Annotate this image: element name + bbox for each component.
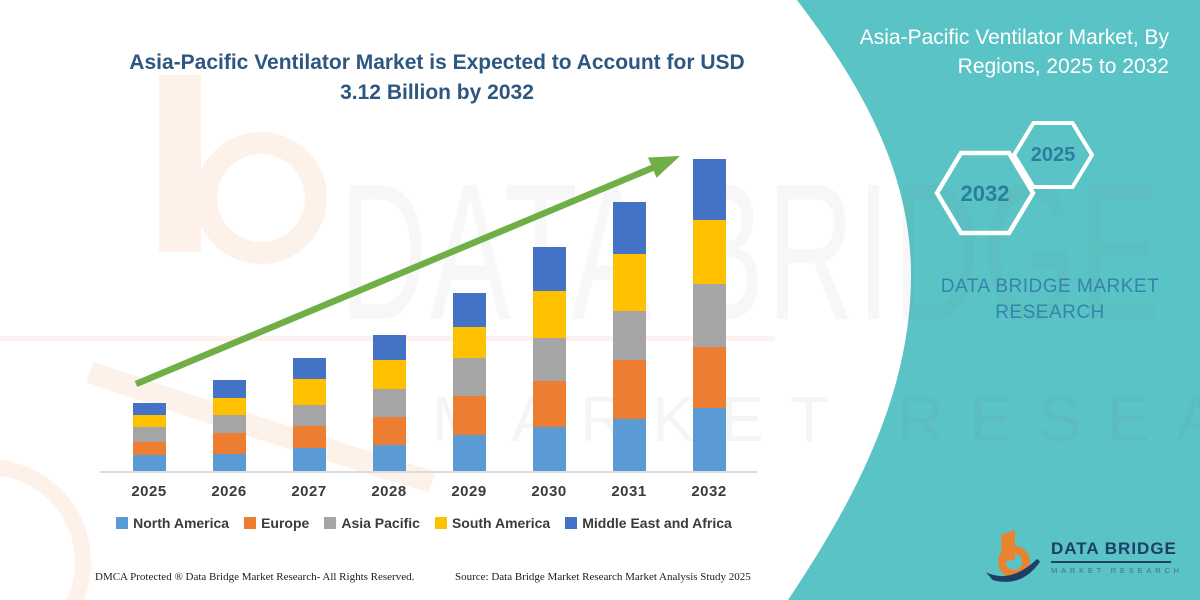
legend-label-middle-east-and-africa: Middle East and Africa (582, 515, 732, 531)
x-axis-label-2032: 2032 (691, 483, 727, 500)
legend-swatch-europe (244, 517, 257, 529)
legend-item-north-america: North America (116, 515, 229, 531)
legend-item-middle-east-and-africa: Middle East and Africa (565, 515, 732, 531)
legend-item-europe: Europe (244, 515, 309, 531)
bar-2028-segment-europe (372, 417, 406, 445)
data-bridge-logo: DATA BRIDGE MARKET RESEARCH (985, 527, 1183, 585)
bar-2026-segment-south-america (212, 398, 246, 415)
logo-name: DATA BRIDGE (1051, 539, 1177, 558)
bar-2032-segment-south-america (692, 220, 726, 284)
banner-heading: Asia-Pacific Ventilator Market, By Regio… (859, 26, 1169, 78)
bar-2031-segment-middle-east-and-africa (612, 202, 646, 254)
bar-2031-segment-europe (612, 360, 646, 419)
bar-2032-segment-middle-east-and-africa (692, 159, 726, 220)
bar-2031-segment-north-america (612, 419, 646, 471)
bar-2025-segment-south-america (132, 415, 166, 427)
x-axis-label-2026: 2026 (211, 483, 247, 500)
legend-item-south-america: South America (434, 515, 551, 531)
bar-2025-segment-asia-pacific (132, 427, 166, 442)
bar-2026-segment-middle-east-and-africa (212, 380, 246, 398)
logo-subtitle: MARKET RESEARCH (1051, 566, 1183, 575)
bar-2028-segment-asia-pacific (372, 389, 406, 417)
bar-2025-segment-europe (132, 442, 166, 455)
chart-title: Asia-Pacific Ventilator Market is Expect… (129, 51, 745, 105)
bar-2030-segment-north-america (532, 427, 566, 471)
legend-label-asia-pacific: Asia Pacific (341, 515, 420, 531)
x-axis-label-2029: 2029 (451, 483, 487, 500)
bar-2025-segment-middle-east-and-africa (132, 403, 166, 415)
bar-2026-segment-north-america (212, 454, 246, 471)
x-axis-label-2031: 2031 (611, 483, 647, 500)
footer-source-text: Source: Data Bridge Market Research Mark… (455, 571, 751, 583)
legend-swatch-middle-east-and-africa (565, 517, 578, 529)
bar-2029-segment-europe (452, 396, 486, 435)
bar-2032-segment-north-america (692, 408, 726, 471)
bar-2027-segment-middle-east-and-africa (292, 358, 326, 379)
legend-label-north-america: North America (133, 515, 230, 531)
bar-2026-segment-asia-pacific (212, 415, 246, 433)
legend-label-europe: Europe (261, 515, 310, 531)
data-bridge-logo-icon (985, 529, 1041, 582)
bar-2031-segment-south-america (612, 254, 646, 311)
bar-2029-segment-middle-east-and-africa (452, 293, 486, 327)
logo-underline (1051, 561, 1171, 563)
bar-2026-segment-europe (212, 433, 246, 454)
bar-2030-segment-europe (532, 381, 566, 427)
bar-2028-segment-south-america (372, 360, 406, 389)
x-axis-label-2027: 2027 (291, 483, 327, 500)
banner-brand-text: DATA BRIDGE MARKET RESEARCH (930, 274, 1170, 325)
bar-2030-segment-asia-pacific (532, 338, 566, 381)
bar-2029-segment-south-america (452, 327, 486, 358)
legend-label-south-america: South America (451, 515, 551, 531)
legend-item-asia-pacific: Asia Pacific (324, 515, 420, 531)
bar-2028-segment-middle-east-and-africa (372, 335, 406, 360)
bar-2027-segment-europe (292, 426, 326, 448)
bar-2028-segment-north-america (372, 445, 406, 471)
bar-2032-segment-europe (692, 347, 726, 408)
hexagon-2025-label: 2025 (1030, 144, 1076, 166)
bar-2027-segment-asia-pacific (292, 405, 326, 426)
bar-2027-segment-south-america (292, 379, 326, 405)
logo-text-block: DATA BRIDGE MARKET RESEARCH (1051, 539, 1183, 575)
bar-2029-segment-asia-pacific (452, 358, 486, 396)
banner-brand-line2: RESEARCH (995, 301, 1105, 323)
banner-brand-line1: DATA BRIDGE MARKET (940, 276, 1160, 297)
bar-2029-segment-north-america (452, 435, 486, 471)
bar-2025-segment-north-america (132, 455, 166, 471)
bar-2030-segment-south-america (532, 291, 566, 338)
bar-2031-segment-asia-pacific (612, 311, 646, 360)
legend-swatch-asia-pacific (324, 517, 337, 529)
bar-2030-segment-middle-east-and-africa (532, 247, 566, 291)
chart-legend: North America Europe Asia Pacific South Ame… (88, 515, 760, 531)
hexagon-2032-label: 2032 (960, 181, 1010, 206)
x-axis-label-2030: 2030 (531, 483, 567, 500)
bar-2027-segment-north-america (292, 448, 326, 471)
bar-2032-segment-asia-pacific (692, 284, 726, 347)
x-axis-line (100, 471, 757, 473)
x-axis-label-2028: 2028 (371, 483, 407, 500)
legend-swatch-north-america (116, 517, 129, 529)
legend-swatch-south-america (434, 517, 447, 529)
footer-dmca-text: DMCA Protected ® Data Bridge Market Rese… (95, 571, 415, 583)
x-axis-label-2025: 2025 (131, 483, 167, 500)
